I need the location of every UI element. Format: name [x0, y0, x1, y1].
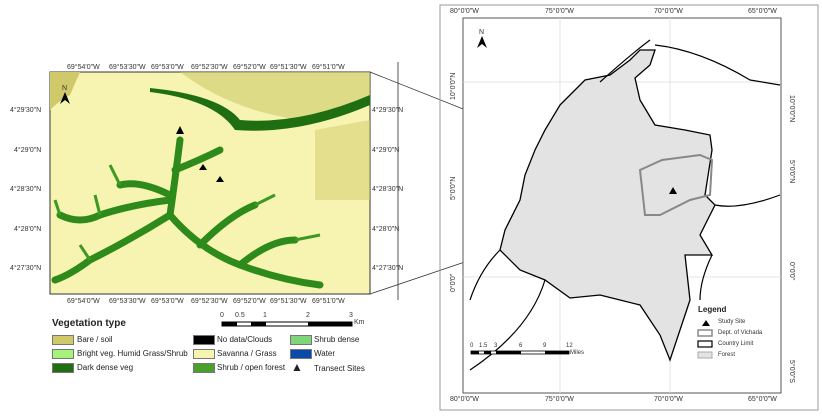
legend-swatch: [52, 363, 74, 373]
legend-study-site-icon: [702, 320, 710, 326]
scale-label: 6: [519, 343, 523, 349]
y-tick: 0°0'0": [450, 273, 457, 292]
scale-label: 1.5: [479, 343, 488, 349]
legend-label: Bright veg. Humid Grass/Shrub: [77, 349, 188, 358]
legend-label: Dept. of Vichada: [718, 330, 763, 336]
scale-label: 0.5: [235, 312, 245, 319]
y-tick: 0°0'0": [788, 262, 795, 281]
scale-bar-km: [221, 321, 353, 327]
legend-title: Vegetation type: [52, 318, 126, 329]
x-tick: 69°52'30"W: [191, 298, 228, 305]
y-tick: 10°0'0"N: [788, 95, 795, 123]
scale-label: 12: [566, 343, 573, 349]
scale-bar-miles: [470, 350, 570, 355]
x-tick: 69°53'0"W: [151, 298, 184, 305]
x-tick: 75°0'0"W: [545, 396, 574, 403]
legend-label: Bare / soil: [77, 335, 113, 344]
y-tick: 4°27'30"N: [372, 265, 404, 272]
y-tick: 4°27'30"N: [10, 265, 42, 272]
x-tick: 80°0'0"W: [450, 396, 479, 403]
x-tick: 69°51'30"W: [270, 64, 307, 71]
scale-label: 0: [220, 312, 224, 319]
legend-label: Country Limit: [718, 341, 754, 347]
scale-unit: Miles: [570, 350, 585, 356]
x-tick: 69°52'0"W: [233, 64, 266, 71]
transect-site-marker: [199, 164, 207, 170]
y-tick: 5°0'0"N: [788, 160, 795, 184]
y-tick: 4°29'0"N: [372, 147, 400, 154]
legend-swatch: [193, 349, 215, 359]
x-tick: 70°0'0"W: [654, 8, 683, 15]
y-tick: 4°29'30"N: [10, 107, 42, 114]
x-tick: 69°54'0"W: [67, 64, 100, 71]
legend-label: Water: [314, 349, 336, 358]
north-label: N: [479, 29, 485, 36]
legend-swatch: [290, 335, 312, 345]
x-tick: 69°52'0"W: [233, 298, 266, 305]
left-map: [49, 62, 399, 327]
x-tick: 69°51'30"W: [270, 298, 307, 305]
x-tick: 69°54'0"W: [67, 298, 100, 305]
y-tick: 10°0'0"N: [450, 72, 457, 100]
y-tick: 4°28'30"N: [372, 186, 404, 193]
north-arrow-icon: [477, 36, 487, 48]
y-tick: 5°0'0"S: [788, 360, 795, 383]
legend-label: No data/Clouds: [217, 335, 273, 344]
legend-swatch: [290, 349, 312, 359]
scale-label: 2: [306, 312, 310, 319]
x-tick: 69°53'30"W: [109, 64, 146, 71]
scale-label: 3: [494, 343, 498, 349]
y-tick: 4°29'30"N: [372, 107, 404, 114]
x-tick: 69°52'30"W: [191, 64, 228, 71]
north-label: N: [62, 85, 68, 92]
y-tick: 4°28'0"N: [14, 226, 42, 233]
right-map: [439, 4, 819, 411]
legend-label: Shrub / open forest: [217, 363, 286, 372]
scale-unit: Km: [354, 319, 365, 326]
y-tick: 4°28'30"N: [10, 186, 42, 193]
scale-label: 3: [349, 312, 353, 319]
transect-triangle-icon: ▲: [291, 360, 303, 374]
colombia-outline: [499, 49, 716, 362]
x-tick: 75°0'0"W: [545, 8, 574, 15]
x-tick: 69°53'0"W: [151, 64, 184, 71]
legend-label: Forest: [718, 352, 736, 358]
legend-label: Transect Sites: [314, 364, 365, 373]
y-tick: 4°29'0"N: [14, 147, 42, 154]
scale-label: 0: [470, 343, 474, 349]
legend-label: Dark dense veg: [77, 363, 134, 372]
y-tick: 5°0'0"N: [450, 176, 457, 200]
north-arrow-icon: [60, 92, 70, 104]
legend-swatch: [193, 335, 215, 345]
scale-label: 1: [263, 312, 267, 319]
x-tick: 69°51'0"W: [312, 64, 345, 71]
x-tick: 69°53'30"W: [109, 298, 146, 305]
x-tick: 69°51'0"W: [312, 298, 345, 305]
y-tick: 4°28'0"N: [372, 226, 400, 233]
x-tick: 70°0'0"W: [654, 396, 683, 403]
study-site-marker: [669, 187, 677, 194]
scale-label: 9: [543, 343, 547, 349]
legend-swatch: [52, 335, 74, 345]
x-tick: 80°0'0"W: [450, 8, 479, 15]
transect-site-marker: [216, 176, 224, 182]
transect-site-marker: [176, 126, 184, 134]
legend-swatch: [52, 349, 74, 359]
drainage-network: [51, 136, 324, 289]
x-tick: 65°0'0"W: [748, 396, 777, 403]
legend-label: Study Site: [718, 319, 746, 325]
legend-label: Shrub dense: [314, 335, 360, 344]
x-tick: 65°0'0"W: [748, 8, 777, 15]
legend-title: Legend: [698, 305, 727, 314]
legend-label: Savanna / Grass: [217, 349, 277, 358]
legend-swatch: [193, 363, 215, 373]
